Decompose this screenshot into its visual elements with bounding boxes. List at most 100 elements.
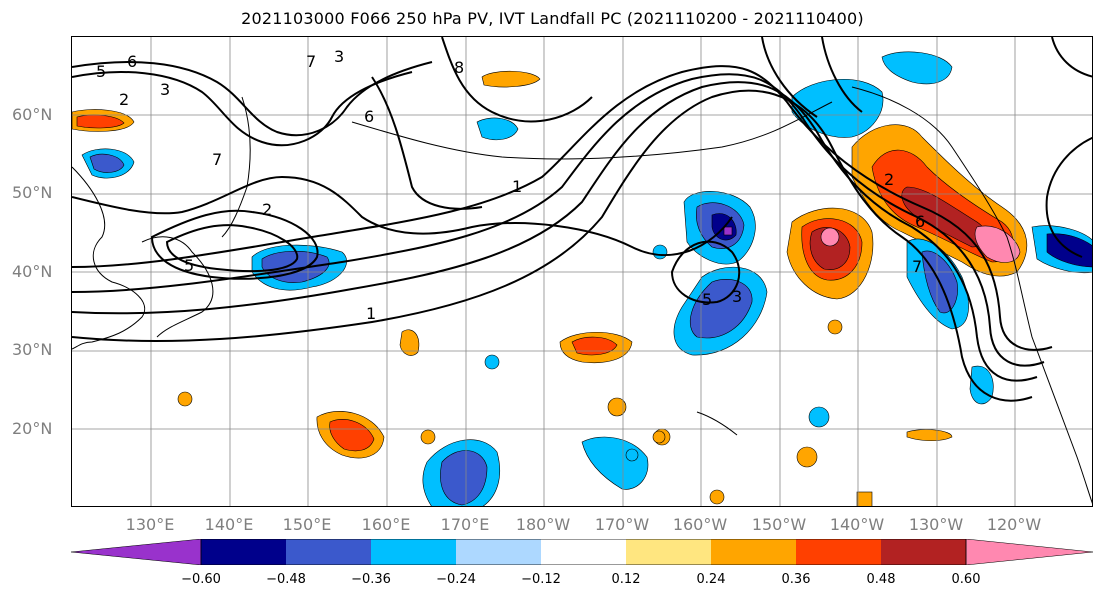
pv-contour-6: [72, 71, 413, 147]
pv-contour-14: [1051, 37, 1092, 78]
negative-region-west-inner: [89, 153, 125, 173]
positive-region-small-4: [796, 446, 818, 468]
contour-label: 5: [184, 256, 194, 275]
pv-contour-2: [72, 81, 1038, 382]
colorbar-segment-1: [201, 539, 286, 565]
colorbar-segment-10: [965, 538, 1094, 566]
graticule: [72, 37, 1092, 506]
contour-label: 3: [160, 80, 170, 99]
colorbar-tick: 0.12: [611, 572, 641, 587]
pv-contour-12: [670, 240, 741, 304]
contour-label: 8: [454, 58, 464, 77]
lon-label-170w: 170°W: [594, 515, 650, 534]
colorbar-segment-3: [371, 539, 456, 565]
contour-label: 5: [96, 62, 106, 81]
positive-region-small-9: [652, 430, 666, 444]
pv-contour-5: [72, 175, 733, 256]
contour-label: 6: [915, 212, 925, 231]
positive-cluster-peak: [820, 227, 840, 247]
colorbar-svg: [70, 538, 1094, 566]
pv-contour-11: [165, 224, 299, 273]
lon-label-140e: 140°E: [204, 515, 254, 534]
colorbar-segment-8: [796, 539, 881, 565]
pv-contour-10: [150, 209, 319, 280]
negative-region-gulf-north: [881, 51, 953, 85]
pv-contour-9: [441, 37, 593, 123]
colorbar-segment-7: [711, 539, 796, 565]
colorbar-tick: −0.24: [436, 572, 476, 587]
contour-label: 2: [119, 90, 129, 109]
negative-region-gulf: [791, 78, 884, 138]
negative-anomaly-north-peak: [723, 226, 733, 236]
positive-region-small-11: [856, 491, 873, 506]
north-america-coast: [851, 86, 1092, 504]
negative-region-small-3: [652, 244, 668, 260]
colorbar-segment-6: [626, 539, 711, 565]
contour-label: 3: [732, 287, 742, 306]
shading-layer: [72, 51, 1092, 506]
kamchatka-coast: [221, 96, 251, 238]
colorbar: [70, 538, 1094, 585]
map-canvas[interactable]: 6 5 2 3 3 7 8 6 2 7 1 5 3 5 1 2 6 7: [72, 37, 1093, 507]
colorbar-tick: 0.24: [696, 572, 726, 587]
lon-label-170e: 170°E: [440, 515, 490, 534]
pv-contour-7: [72, 61, 433, 137]
lon-label-160w: 160°W: [672, 515, 728, 534]
positive-region-north: [481, 70, 541, 88]
colorbar-tick: −0.60: [181, 572, 221, 587]
korea-japan-coast: [141, 236, 214, 338]
lat-label-20: 20°N: [12, 419, 53, 438]
colorbar-segment-4: [456, 539, 541, 565]
positive-region-small-1: [399, 329, 420, 356]
contour-label: 7: [212, 150, 222, 169]
hawaii-islands: [696, 411, 738, 436]
negative-region-south-coast: [969, 365, 994, 405]
aleutian-chain: [351, 101, 833, 160]
contour-label: 2: [884, 170, 894, 189]
colorbar-tick: 0.60: [951, 572, 981, 587]
contour-label: 2: [262, 200, 272, 219]
contour-label: 1: [512, 177, 522, 196]
pv-contour-3: [72, 73, 1045, 367]
positive-region-small-2: [607, 397, 627, 417]
map-title: 2021103000 F066 250 hPa PV, IVT Landfall…: [241, 9, 864, 28]
colorbar-segment-0: [70, 538, 202, 566]
contour-label: 5: [702, 290, 712, 309]
lon-label-140w: 140°W: [829, 515, 885, 534]
pv-contours: [72, 37, 1092, 402]
positive-region-south-1-inner: [329, 419, 375, 452]
negative-region-small-4: [484, 354, 500, 370]
lat-label-50: 50°N: [12, 183, 53, 202]
contour-label: 7: [306, 52, 316, 71]
colorbar-tick: −0.48: [266, 572, 306, 587]
contour-label: 7: [912, 257, 922, 276]
positive-region-small-10: [709, 489, 725, 505]
negative-anomaly-south-inner: [689, 279, 753, 339]
colorbar-tick: −0.36: [351, 572, 391, 587]
negative-region-small-1: [808, 406, 830, 428]
contour-label: 6: [364, 107, 374, 126]
lon-label-120w: 120°W: [986, 515, 1042, 534]
lon-label-130w: 130°W: [908, 515, 964, 534]
contour-label: 3: [334, 47, 344, 66]
positive-region-small-7: [177, 391, 193, 407]
positive-region-south-2-inner: [571, 336, 618, 356]
lon-label-150e: 150°E: [282, 515, 332, 534]
lon-label-160e: 160°E: [361, 515, 411, 534]
lon-label-180w: 180°W: [515, 515, 571, 534]
positive-region-small-8: [420, 429, 436, 445]
pv-contour-1: [72, 89, 1033, 402]
lon-label-150w: 150°W: [751, 515, 807, 534]
positive-region-small-6: [906, 429, 953, 442]
negative-region-south-2: [581, 436, 649, 490]
lon-label-130e: 130°E: [125, 515, 175, 534]
negative-region-kuril: [476, 117, 519, 141]
contour-label: 1: [366, 304, 376, 323]
colorbar-tick: 0.48: [866, 572, 896, 587]
pv-contour-13: [1045, 136, 1092, 258]
colorbar-tick: 0.36: [781, 572, 811, 587]
map-panel[interactable]: 6 5 2 3 3 7 8 6 2 7 1 5 3 5 1 2 6 7: [71, 36, 1093, 507]
lat-label-60: 60°N: [12, 105, 53, 124]
colorbar-tick: −0.12: [521, 572, 561, 587]
positive-region-small-5: [827, 319, 843, 335]
